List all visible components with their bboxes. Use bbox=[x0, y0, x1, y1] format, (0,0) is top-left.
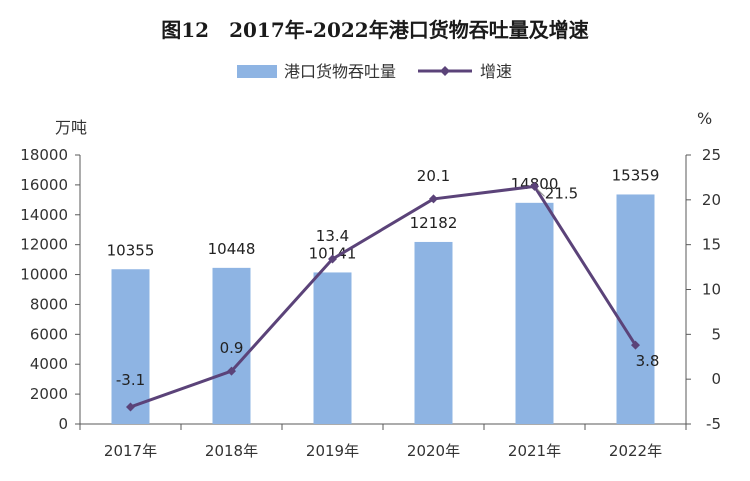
left-axis-tick-label: 4000 bbox=[30, 355, 68, 373]
bars bbox=[111, 194, 655, 424]
right-axis-tick-label: 25 bbox=[702, 146, 721, 164]
growth-value-label: 3.8 bbox=[636, 352, 660, 370]
left-axis-tick-label: 6000 bbox=[30, 325, 68, 343]
legend-line-marker bbox=[440, 66, 450, 76]
axes bbox=[79, 155, 687, 430]
legend-line-label: 增速 bbox=[480, 62, 512, 81]
left-axis-tick-label: 14000 bbox=[20, 206, 68, 224]
growth-point-1 bbox=[227, 366, 236, 376]
growth-point-4 bbox=[530, 181, 539, 191]
right-axis-tick-label: 10 bbox=[702, 281, 721, 299]
right-axis-tick-label: 0 bbox=[711, 370, 721, 388]
growth-value-label: 13.4 bbox=[316, 227, 349, 245]
left-axis-unit: 万吨 bbox=[55, 118, 87, 137]
legend-bar-swatch bbox=[237, 65, 277, 78]
x-axis-label: 2019年 bbox=[306, 442, 359, 460]
left-axis-tick-label: 16000 bbox=[20, 176, 68, 194]
right-axis-tick-label: 15 bbox=[702, 236, 721, 254]
bar-4 bbox=[515, 202, 554, 424]
left-axis-tick-label: 0 bbox=[58, 415, 68, 433]
chart-title: 图12 2017年-2022年港口货物吞吐量及增速 bbox=[161, 18, 588, 42]
legend: 港口货物吞吐量 增速 bbox=[237, 62, 512, 81]
line-labels: -3.1 0.9 13.4 20.1 21.5 3.8 bbox=[116, 167, 660, 389]
bar-1 bbox=[212, 267, 251, 424]
left-axis-tick-label: 10000 bbox=[20, 266, 68, 284]
x-axis-label: 2020年 bbox=[407, 442, 460, 460]
bar-2 bbox=[313, 272, 352, 424]
bar-value-label: 12182 bbox=[410, 214, 458, 232]
left-axis-tick-label: 12000 bbox=[20, 236, 68, 254]
left-axis-ticks: 0 2000 4000 6000 8000 10000 12000 14000 16000 180… bbox=[20, 146, 80, 433]
x-axis-label: 2017年 bbox=[104, 442, 157, 460]
growth-value-label: 0.9 bbox=[220, 339, 244, 357]
left-axis-tick-label: 2000 bbox=[30, 385, 68, 403]
growth-value-label: 21.5 bbox=[545, 184, 578, 202]
growth-point-5 bbox=[631, 340, 640, 350]
left-axis-tick-label: 8000 bbox=[30, 295, 68, 313]
right-axis-unit: % bbox=[697, 109, 712, 128]
bar-value-label: 15359 bbox=[612, 166, 660, 184]
left-axis-tick-label: 18000 bbox=[20, 146, 68, 164]
x-axis-label: 2018年 bbox=[205, 442, 258, 460]
bar-value-label: 10355 bbox=[107, 241, 155, 259]
growth-point-3 bbox=[429, 194, 438, 204]
growth-value-label: -3.1 bbox=[116, 371, 145, 389]
bar-value-label: 10448 bbox=[208, 240, 256, 258]
growth-value-label: 20.1 bbox=[417, 167, 450, 185]
x-axis-label: 2022年 bbox=[609, 442, 662, 460]
bar-0 bbox=[111, 269, 150, 424]
x-axis-label: 2021年 bbox=[508, 442, 561, 460]
growth-line-layer bbox=[126, 181, 640, 412]
legend-bar-label: 港口货物吞吐量 bbox=[284, 62, 396, 81]
growth-line bbox=[129, 184, 637, 409]
bar-5 bbox=[616, 194, 655, 424]
right-axis-tick-label: -5 bbox=[706, 415, 721, 433]
growth-point-0 bbox=[126, 402, 135, 412]
right-axis-tick-label: 5 bbox=[711, 325, 721, 343]
right-axis-ticks: -5 0 5 10 15 20 25 bbox=[686, 146, 721, 433]
x-axis-labels: 2017年 2018年 2019年 2020年 2021年 2022年 bbox=[104, 442, 662, 460]
bar-value-label: 10141 bbox=[309, 244, 357, 262]
bar-labels: 103551044810141121821480015359 bbox=[107, 166, 660, 262]
growth-point-2 bbox=[328, 254, 337, 264]
right-axis-tick-label: 20 bbox=[702, 191, 721, 209]
growth-label-leader bbox=[537, 189, 545, 197]
bar-3 bbox=[414, 241, 453, 424]
